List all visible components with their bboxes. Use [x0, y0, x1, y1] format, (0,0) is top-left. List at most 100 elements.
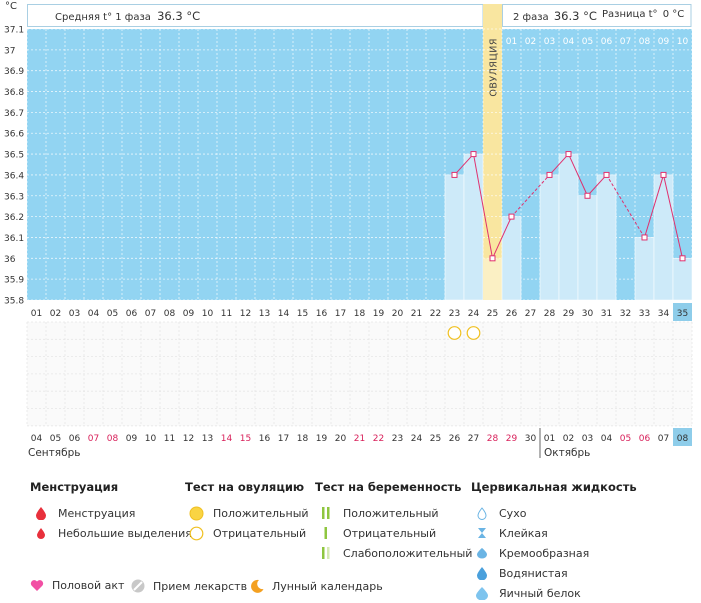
cycle-day-label: 29 [563, 309, 575, 319]
cycle-day-label: 23 [449, 309, 460, 319]
dpo-label: 09 [658, 37, 670, 47]
temperature-bar [558, 153, 579, 301]
month-label-october: Октябрь [544, 447, 591, 459]
small-drop-icon [30, 527, 52, 539]
lunar-label: Лунный календарь [272, 579, 383, 593]
cycle-day-label: 15 [297, 309, 308, 319]
y-tick-label: 36.8 [4, 88, 24, 98]
cycle-day-label: 32 [620, 309, 631, 319]
cycle-day-label: 28 [544, 309, 556, 319]
legend-item-label: Отрицательный [213, 526, 307, 540]
temperature-line-segment [568, 153, 588, 196]
y-tick-label: 36.9 [4, 67, 24, 77]
cycle-day-label: 02 [50, 309, 61, 319]
legend-cervical-fluid: Цервикальная жидкость Сухо Клейкая Кремо… [471, 480, 637, 603]
date-label: 11 [164, 434, 175, 444]
date-label: 28 [487, 434, 499, 444]
legend-item-label: Положительный [343, 506, 439, 520]
cycle-day-label: 12 [240, 309, 251, 319]
legend-medication: Прием лекарств [131, 579, 247, 593]
temperature-difference: Разница t° 0 °C [602, 9, 684, 20]
date-label: 06 [639, 434, 651, 444]
legend-ovulation-title: Тест на овуляцию [185, 480, 305, 494]
legend-menstruation: Менструация Менструация Небольшие выделе… [30, 480, 192, 543]
month-label-september: Сентябрь [28, 447, 81, 459]
date-label: 03 [582, 434, 593, 444]
cycle-day-label: 06 [126, 309, 138, 319]
legend-pregnancy-test: Тест на беременность Положительный Отриц… [315, 480, 472, 563]
date-label: 04 [31, 434, 43, 444]
temperature-bar [444, 174, 465, 301]
phase2-label: 2 фаза [513, 12, 549, 23]
negative-ovulation-test-icon [447, 326, 462, 340]
date-label: 19 [316, 434, 328, 444]
date-label: 04 [601, 434, 613, 444]
legend-item: Отрицательный [315, 523, 472, 543]
temperature-bar [653, 174, 674, 301]
temperature-point [679, 255, 686, 262]
date-label: 17 [278, 434, 289, 444]
temperature-line-segment [511, 174, 550, 217]
temperature-bar [634, 237, 655, 301]
y-tick-label: 35.9 [4, 276, 24, 286]
cycle-day-label: 22 [430, 309, 441, 319]
date-label: 07 [658, 434, 669, 444]
blood-drop-icon [30, 506, 52, 520]
temperature-line-segment [663, 174, 683, 259]
egg-white-icon [471, 586, 493, 600]
cycle-day-label: 17 [335, 309, 346, 319]
legend-item: Положительный [185, 503, 309, 523]
date-label: 06 [69, 434, 81, 444]
temperature-point [451, 171, 458, 178]
phase2-value: 36.3 °C [553, 9, 597, 23]
temperature-bar [672, 258, 693, 301]
date-label: 12 [183, 434, 194, 444]
legend-item: Небольшие выделения [30, 523, 192, 543]
legend-item-label: Кремообразная [499, 546, 590, 560]
cycle-day-label: 13 [259, 309, 270, 319]
date-label: 21 [354, 434, 365, 444]
unit-label: °C [5, 1, 17, 12]
watery-icon [471, 566, 493, 580]
date-label: 22 [373, 434, 384, 444]
date-label: 01 [544, 434, 555, 444]
date-label: 26 [449, 434, 461, 444]
date-label: 29 [506, 434, 518, 444]
moon-icon [250, 579, 264, 593]
negative-ovulation-icon [185, 526, 207, 541]
legend-item: Водянистая [471, 563, 637, 583]
cycle-day-label: 30 [582, 309, 594, 319]
dry-icon [471, 506, 493, 520]
legend-item-label: Клейкая [499, 526, 548, 540]
date-label: 08 [107, 434, 119, 444]
legend-item: Сухо [471, 503, 637, 523]
legend-item-label: Отрицательный [343, 526, 437, 540]
cycle-day-label: 18 [354, 309, 366, 319]
legend-item-label: Положительный [213, 506, 309, 520]
phase1-summary: Средняя t° 1 фаза 36.3 °C [55, 9, 200, 23]
cycle-day-label: 24 [468, 309, 480, 319]
date-label: 15 [240, 434, 251, 444]
phase2-header-box [502, 4, 692, 27]
legend-intercourse: Половой акт [30, 579, 124, 592]
dpo-label: 03 [544, 37, 555, 47]
legend-pregnancy-title: Тест на беременность [315, 480, 462, 494]
dpo-label: 08 [639, 37, 651, 47]
legend-ovulation-test: Тест на овуляцию Положительный Отрицател… [185, 480, 309, 543]
y-tick-label: 36.1 [4, 234, 24, 244]
dpo-label: 04 [563, 37, 575, 47]
cycle-day-label: 01 [31, 309, 42, 319]
temperature-point [641, 234, 648, 241]
temperature-point [546, 171, 553, 178]
temperature-line-segment [473, 153, 493, 259]
bbt-chart: ОВУЛЯЦИЯ 01 02 03 04 05 06 07 08 09 10 37.1 37 36.9 3… [4, 4, 693, 458]
temperature-point [470, 151, 477, 158]
cycle-day-label: 16 [316, 309, 328, 319]
legend-item-label: Небольшие выделения [58, 526, 192, 540]
y-tick-label: 36.6 [4, 130, 24, 140]
cycle-day-label: 08 [164, 309, 176, 319]
temperature-point [508, 213, 515, 220]
y-tick-label: 36.4 [4, 171, 24, 181]
date-label: 05 [620, 434, 631, 444]
pill-icon [131, 579, 145, 593]
